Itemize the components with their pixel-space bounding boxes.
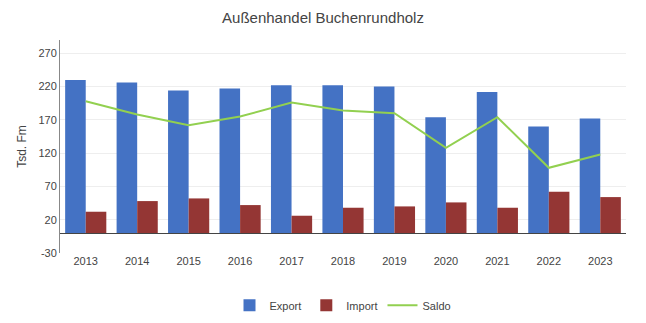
svg-text:-30: -30	[41, 247, 57, 259]
svg-text:2013: 2013	[73, 255, 97, 267]
svg-text:2019: 2019	[382, 255, 406, 267]
svg-text:2016: 2016	[228, 255, 252, 267]
svg-text:Import: Import	[346, 300, 377, 312]
svg-text:2017: 2017	[279, 255, 303, 267]
svg-text:20: 20	[45, 214, 57, 226]
svg-text:270: 270	[38, 47, 56, 59]
svg-text:Saldo: Saldo	[422, 300, 450, 312]
svg-text:Tsd. Fm: Tsd. Fm	[15, 125, 29, 168]
svg-text:2021: 2021	[485, 255, 509, 267]
svg-text:170: 170	[38, 114, 56, 126]
svg-text:2018: 2018	[331, 255, 355, 267]
svg-text:Export: Export	[270, 300, 302, 312]
svg-text:Außenhandel Buchenrundholz: Außenhandel Buchenrundholz	[222, 9, 424, 26]
svg-text:2014: 2014	[125, 255, 149, 267]
svg-text:2020: 2020	[434, 255, 458, 267]
svg-text:220: 220	[38, 80, 56, 92]
svg-text:120: 120	[38, 147, 56, 159]
svg-text:2023: 2023	[588, 255, 612, 267]
svg-text:70: 70	[45, 180, 57, 192]
svg-text:2015: 2015	[176, 255, 200, 267]
svg-text:2022: 2022	[537, 255, 561, 267]
